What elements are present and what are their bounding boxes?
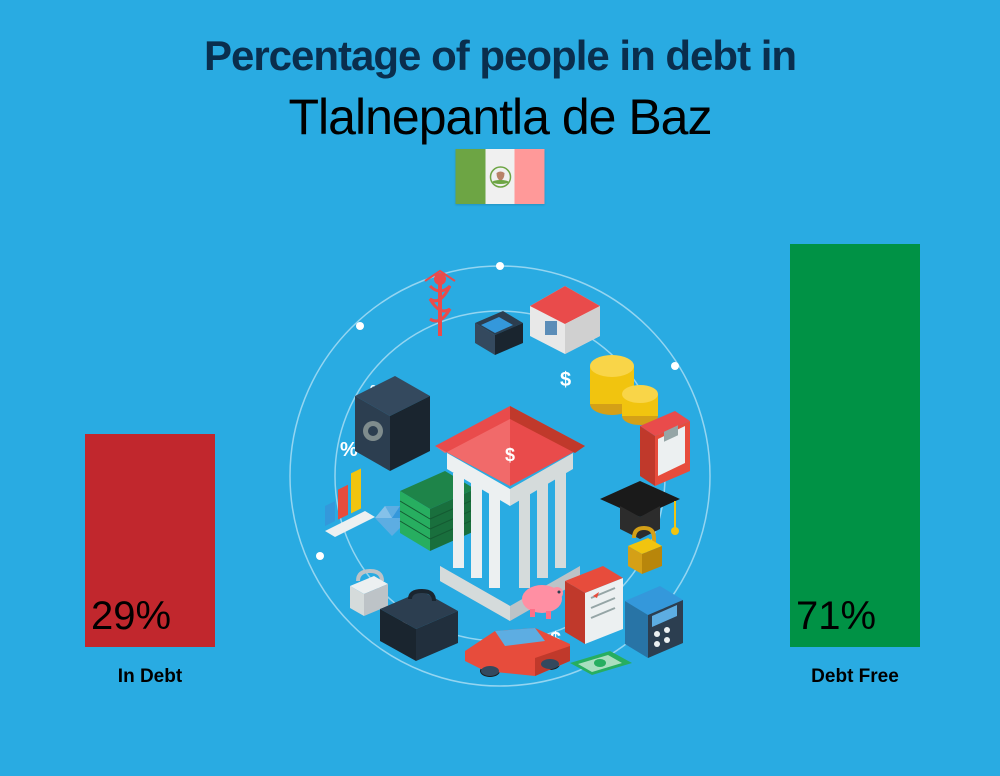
title-line1: Percentage of people in debt in [0, 32, 1000, 80]
flag-stripe-green [456, 149, 486, 204]
bar-in-debt-label: In Debt [100, 666, 200, 688]
bar-debt-free-value: 71% [796, 594, 876, 639]
svg-text:$: $ [560, 369, 571, 391]
flag-emblem [487, 164, 513, 190]
bar-debt-free: 71% [790, 244, 920, 647]
svg-text:$: $ [505, 445, 515, 465]
bar-debt-free-label: Debt Free [800, 666, 910, 688]
bar-in-debt: 29% [85, 434, 215, 647]
flag-mexico [456, 149, 545, 204]
center-infographic: % $ $ $ % [280, 236, 720, 721]
bar-in-debt-value: 29% [91, 594, 171, 639]
flag-stripe-white [485, 149, 515, 204]
flag-stripe-red [515, 149, 545, 204]
title-line2: Tlalnepantla de Baz [0, 88, 1000, 146]
